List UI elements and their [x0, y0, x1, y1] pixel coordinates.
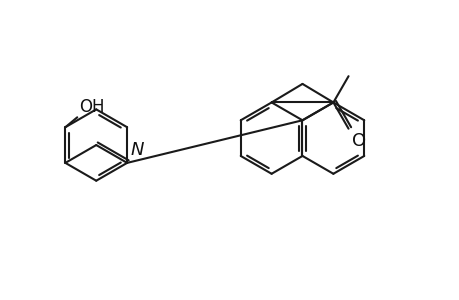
Text: OH: OH: [79, 98, 105, 116]
Text: O: O: [351, 132, 365, 150]
Text: N: N: [130, 141, 143, 159]
